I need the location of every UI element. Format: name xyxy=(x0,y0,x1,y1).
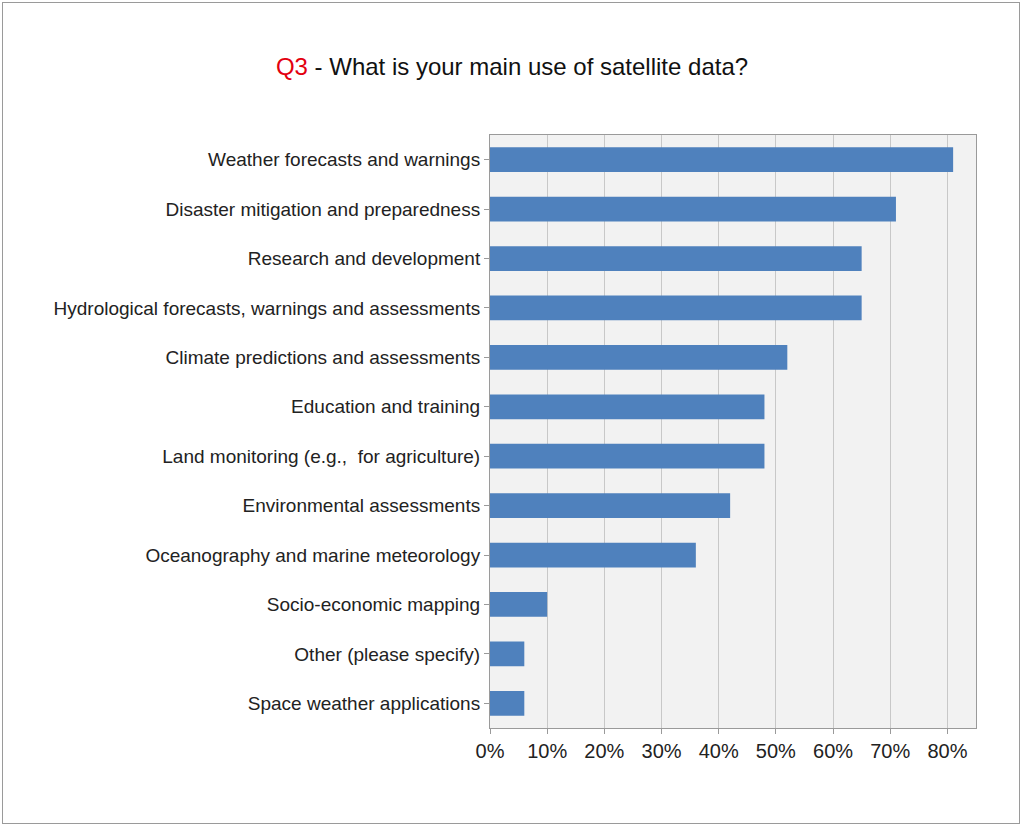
svg-text:Environmental assessments: Environmental assessments xyxy=(243,495,481,516)
svg-text:70%: 70% xyxy=(870,740,910,762)
svg-text:20%: 20% xyxy=(584,740,624,762)
svg-text:80%: 80% xyxy=(927,740,967,762)
svg-text:0%: 0% xyxy=(476,740,505,762)
svg-text:Space weather applications: Space weather applications xyxy=(248,693,480,714)
svg-text:Hydrological forecasts, warnin: Hydrological forecasts, warnings and ass… xyxy=(54,298,481,319)
svg-text:Socio-economic mapping: Socio-economic mapping xyxy=(267,594,480,615)
svg-text:40%: 40% xyxy=(699,740,739,762)
svg-text:50%: 50% xyxy=(756,740,796,762)
svg-text:Oceanography and marine meteor: Oceanography and marine meteorology xyxy=(145,545,480,566)
svg-text:30%: 30% xyxy=(642,740,682,762)
svg-text:Land monitoring (e.g., for ag: Land monitoring (e.g., for agriculture) xyxy=(162,446,480,467)
svg-text:60%: 60% xyxy=(813,740,853,762)
svg-text:Disaster mitigation and prepar: Disaster mitigation and preparedness xyxy=(165,199,480,220)
svg-text:Research and development: Research and development xyxy=(248,248,481,269)
svg-text:Weather forecasts and warnings: Weather forecasts and warnings xyxy=(208,149,480,170)
svg-text:Education and training: Education and training xyxy=(291,396,480,417)
svg-text:Climate predictions and assess: Climate predictions and assessments xyxy=(165,347,480,368)
svg-text:Q3 - What is your main use of: Q3 - What is your main use of satellite … xyxy=(276,53,748,80)
svg-text:Other (please specify): Other (please specify) xyxy=(294,644,480,665)
svg-text:10%: 10% xyxy=(527,740,567,762)
